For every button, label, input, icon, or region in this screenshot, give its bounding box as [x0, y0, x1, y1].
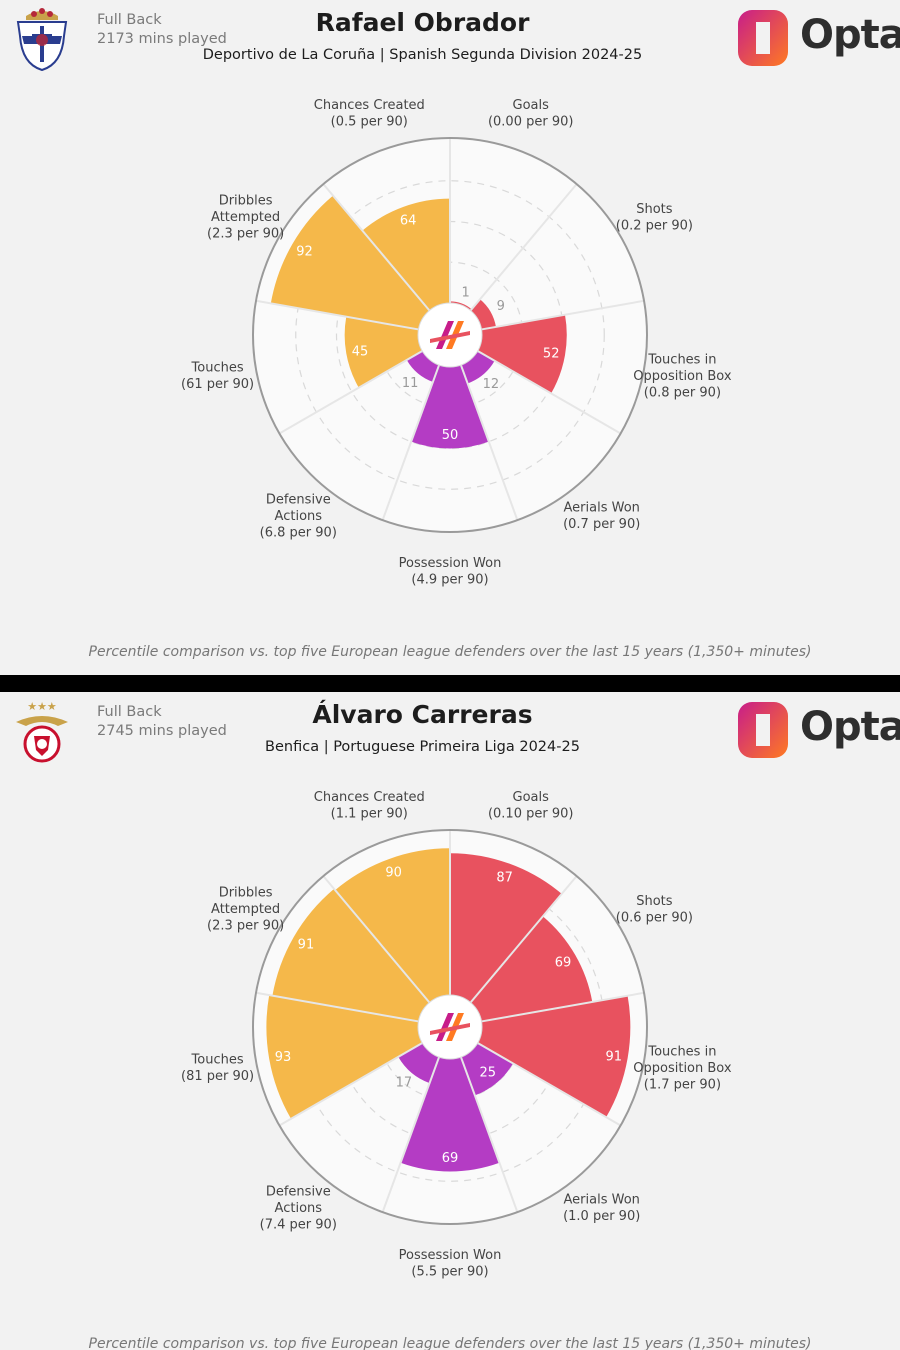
value-label-touches-in-opposition-box: 52: [543, 346, 560, 361]
position-label: Full Back: [97, 704, 162, 720]
value-label-touches: 45: [352, 344, 369, 359]
axis-label-aerials-won: Aerials Won (1.0 per 90): [563, 1193, 640, 1225]
deportivo-crest-icon: [16, 8, 68, 72]
axis-label-touches: Touches (61 per 90): [181, 361, 254, 393]
axis-label-defensive-actions: Defensive Actions (6.8 per 90): [260, 492, 337, 540]
value-label-touches-in-opposition-box: 91: [606, 1049, 623, 1064]
wedge-aerials-won: [460, 351, 495, 384]
value-label-dribbles-attempted: 91: [298, 937, 315, 952]
axis-label-defensive-actions: Defensive Actions (7.4 per 90): [260, 1184, 337, 1232]
radar-chart-2: 87 Goals (0.10 per 90) 69 Shots (0.6 per 90) 9…: [181, 790, 732, 1280]
axis-label-touches-in-opposition-box: Touches in Opposition Box (0.8 per 90): [633, 352, 732, 400]
wedge-shots: [470, 299, 496, 330]
value-label-aerials-won: 12: [483, 377, 500, 392]
opta-mark-icon: [738, 702, 788, 758]
spoke-3: [477, 1042, 622, 1127]
wedge-dribbles-attempted: [272, 888, 430, 1022]
axis-label-touches: Touches (81 per 90): [181, 1053, 254, 1085]
minutes-label: 2173 mins played: [97, 31, 227, 47]
value-label-goals: 1: [461, 286, 469, 301]
opta-wordmark: Opta: [800, 12, 900, 58]
spoke-1: [469, 875, 578, 1004]
spoke-4: [460, 1056, 519, 1213]
radar-panel-1: Full Back 2173 mins played Rafael Obrado…: [16, 6, 900, 660]
wedge-defensive-actions: [406, 351, 440, 382]
center-logo-icon: [430, 321, 470, 349]
minutes-label: 2745 mins played: [97, 723, 227, 739]
position-and-minutes: Full Back 2745 mins played: [97, 703, 227, 741]
wedge-touches-in-opposition-box: [477, 995, 631, 1118]
wedge-defensive-actions: [398, 1043, 440, 1084]
axis-label-dribbles-attempted: Dribbles Attempted (2.3 per 90): [207, 886, 284, 934]
opta-wordmark: Opta: [800, 704, 900, 750]
spoke-6: [278, 350, 423, 435]
value-label-defensive-actions: 11: [402, 376, 419, 391]
position-and-minutes: Full Back 2173 mins played: [97, 11, 227, 49]
opta-mark-icon: [738, 10, 788, 66]
axis-label-touches-in-opposition-box: Touches in Opposition Box (1.7 per 90): [633, 1044, 732, 1092]
value-label-goals: 87: [496, 870, 513, 885]
player-name: Álvaro Carreras: [312, 700, 533, 729]
benfica-crest-icon: ★★★: [16, 700, 68, 763]
player-name: Rafael Obrador: [315, 8, 530, 37]
value-label-chances-created: 90: [385, 866, 402, 881]
axis-label-dribbles-attempted: Dribbles Attempted (2.3 per 90): [207, 194, 284, 242]
axis-label-chances-created: Chances Created (1.1 per 90): [314, 790, 425, 822]
position-label: Full Back: [97, 12, 162, 28]
radar-panel-2: ★★★ Full Back 2745 mins played Álvaro Ca…: [0, 692, 900, 1350]
spoke-2: [481, 991, 645, 1023]
panel-divider: [0, 675, 900, 692]
footnote: Percentile comparison vs. top five Europ…: [88, 644, 812, 660]
wedge-touches: [344, 316, 423, 388]
spoke-5: [381, 1056, 440, 1213]
axis-label-goals: Goals (0.00 per 90): [488, 98, 574, 130]
spoke-8: [322, 875, 431, 1004]
spoke-8: [322, 183, 431, 312]
wedge-shots: [470, 916, 593, 1022]
value-label-aerials-won: 25: [479, 1066, 496, 1081]
value-label-touches: 93: [275, 1050, 292, 1065]
spoke-4: [460, 364, 519, 521]
opta-logo: Opta: [734, 6, 900, 72]
value-label-possession-won: 69: [442, 1151, 459, 1166]
axis-label-possession-won: Possession Won (4.9 per 90): [399, 556, 502, 588]
axis-label-shots: Shots (0.2 per 90): [616, 202, 693, 234]
spoke-5: [381, 364, 440, 521]
outer-ring: [252, 137, 648, 533]
svg-text:★★★: ★★★: [27, 700, 57, 713]
wedge-touches: [266, 995, 423, 1119]
value-label-defensive-actions: 17: [396, 1075, 413, 1090]
wedge-chances-created: [362, 198, 450, 311]
player-club-league: Deportivo de La Coruña | Spanish Segunda…: [202, 47, 643, 63]
center-logo-icon: [430, 1013, 470, 1041]
opta-logo: Opta: [734, 698, 900, 764]
wedge-possession-won: [400, 1057, 500, 1172]
axis-label-aerials-won: Aerials Won (0.7 per 90): [563, 501, 640, 533]
outer-ring: [252, 829, 648, 1225]
wedge-touches-in-opposition-box: [477, 314, 567, 394]
wedge-goals: [450, 853, 562, 1003]
player-club-league: Benfica | Portuguese Primeira Liga 2024-…: [265, 739, 580, 755]
wedge-possession-won: [411, 365, 489, 449]
spoke-6: [278, 1042, 423, 1127]
spoke-1: [469, 183, 578, 312]
spoke-2: [481, 299, 645, 331]
axis-label-possession-won: Possession Won (5.5 per 90): [399, 1248, 502, 1280]
spoke-7: [255, 299, 419, 331]
value-label-dribbles-attempted: 92: [296, 245, 313, 260]
axis-label-chances-created: Chances Created (0.5 per 90): [314, 98, 425, 130]
spoke-3: [477, 350, 622, 435]
value-label-possession-won: 50: [442, 428, 459, 443]
spoke-7: [255, 991, 419, 1023]
value-label-shots: 9: [497, 299, 505, 314]
grid-ring-75: [295, 180, 605, 490]
value-label-shots: 69: [555, 955, 572, 970]
wedge-chances-created: [335, 848, 450, 1003]
axis-label-shots: Shots (0.6 per 90): [616, 894, 693, 926]
axis-label-goals: Goals (0.10 per 90): [488, 790, 574, 822]
value-label-chances-created: 64: [400, 214, 417, 229]
radar-chart-1: 1 Goals (0.00 per 90) 9 Shots (0.2 per 90) 52 T…: [181, 98, 732, 588]
wedge-dribbles-attempted: [270, 195, 430, 330]
footnote: Percentile comparison vs. top five Europ…: [88, 1336, 812, 1350]
